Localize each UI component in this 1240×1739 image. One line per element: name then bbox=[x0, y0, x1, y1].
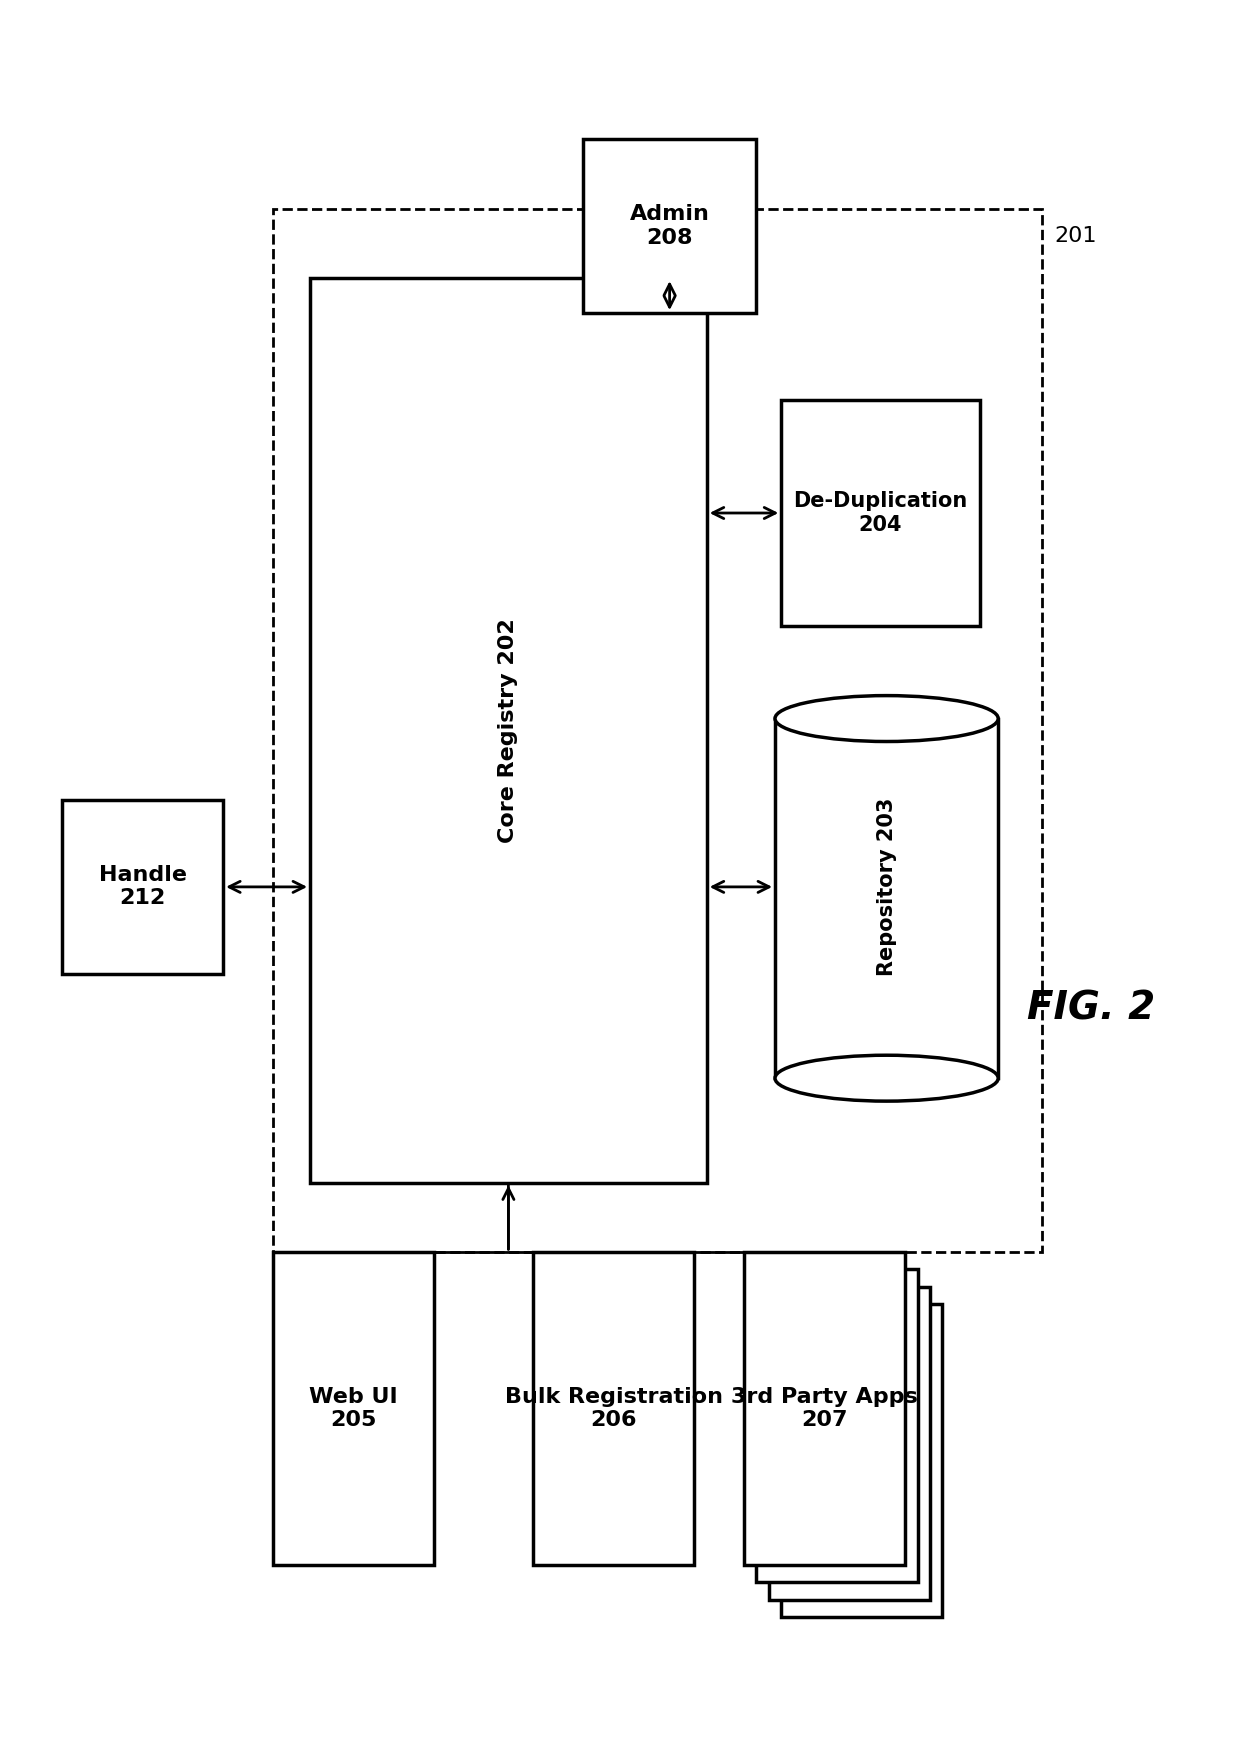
Bar bbox=[769, 1287, 930, 1600]
Bar bbox=[273, 209, 1042, 1252]
Text: FIG. 2: FIG. 2 bbox=[1027, 989, 1156, 1028]
Bar bbox=[781, 1304, 942, 1617]
Bar bbox=[533, 1252, 694, 1565]
Bar bbox=[583, 139, 756, 313]
Ellipse shape bbox=[775, 696, 998, 741]
Ellipse shape bbox=[775, 1056, 998, 1101]
Bar bbox=[273, 1252, 434, 1565]
Text: Bulk Registration
206: Bulk Registration 206 bbox=[505, 1388, 723, 1429]
Text: Handle
212: Handle 212 bbox=[99, 866, 186, 908]
Bar bbox=[62, 800, 223, 974]
Bar bbox=[781, 400, 980, 626]
Text: 3rd Party Apps
207: 3rd Party Apps 207 bbox=[732, 1388, 918, 1429]
Bar bbox=[756, 1269, 918, 1582]
Bar bbox=[744, 1252, 905, 1565]
Text: Admin
208: Admin 208 bbox=[630, 205, 709, 247]
Bar bbox=[310, 278, 707, 1183]
Text: De-Duplication
204: De-Duplication 204 bbox=[794, 492, 967, 534]
Text: 201: 201 bbox=[1054, 226, 1096, 247]
Text: Web UI
205: Web UI 205 bbox=[309, 1388, 398, 1429]
Polygon shape bbox=[775, 718, 998, 1078]
Text: Repository 203: Repository 203 bbox=[877, 798, 897, 976]
Text: Core Registry 202: Core Registry 202 bbox=[498, 617, 518, 843]
